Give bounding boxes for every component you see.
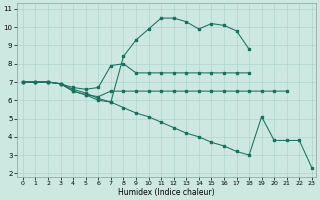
X-axis label: Humidex (Indice chaleur): Humidex (Indice chaleur) [118, 188, 214, 197]
